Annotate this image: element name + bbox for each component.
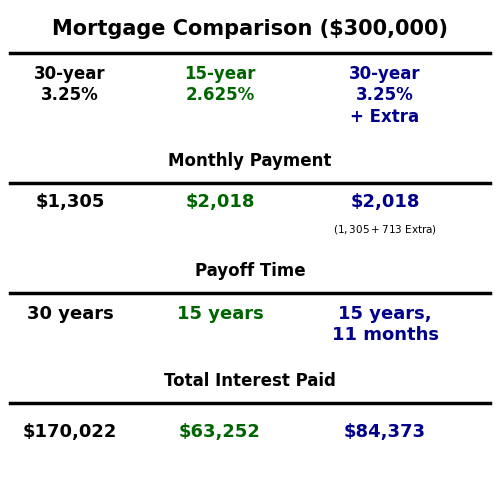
Text: $170,022: $170,022 <box>23 422 117 440</box>
Text: $63,252: $63,252 <box>179 422 261 440</box>
Text: Payoff Time: Payoff Time <box>194 262 306 280</box>
Text: 30-year
3.25%: 30-year 3.25% <box>34 65 106 104</box>
Text: $2,018: $2,018 <box>350 192 420 210</box>
Text: 30 years: 30 years <box>26 305 114 323</box>
Text: 30-year
3.25%
+ Extra: 30-year 3.25% + Extra <box>349 65 421 126</box>
Text: ($1,305 + $713 Extra): ($1,305 + $713 Extra) <box>333 222 437 235</box>
Text: $2,018: $2,018 <box>185 192 255 210</box>
Text: $1,305: $1,305 <box>36 192 104 210</box>
Text: Total Interest Paid: Total Interest Paid <box>164 372 336 390</box>
Text: 15 years: 15 years <box>176 305 264 323</box>
Text: $84,373: $84,373 <box>344 422 426 440</box>
Text: 15 years,
11 months: 15 years, 11 months <box>332 305 438 344</box>
Text: 15-year
2.625%: 15-year 2.625% <box>184 65 256 104</box>
Text: Mortgage Comparison ($300,000): Mortgage Comparison ($300,000) <box>52 19 448 39</box>
Text: Monthly Payment: Monthly Payment <box>168 152 332 170</box>
